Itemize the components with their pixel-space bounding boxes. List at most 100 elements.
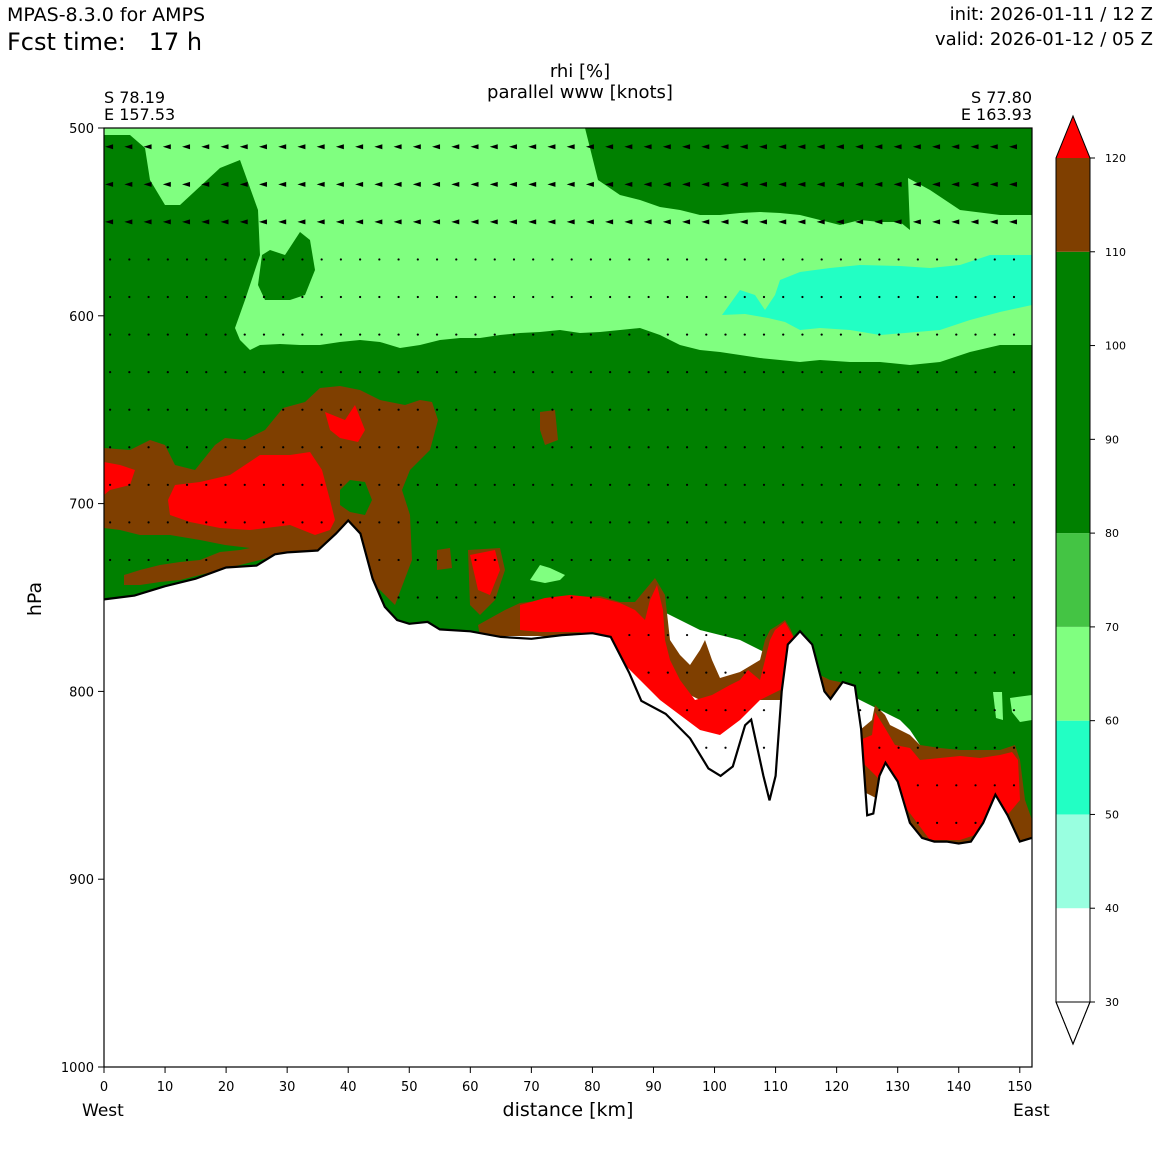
colorbar-bin	[1056, 251, 1090, 534]
wind-arrow	[993, 709, 996, 712]
wind-arrow	[532, 558, 535, 562]
wind-arrow	[758, 219, 767, 225]
wind-arrow	[532, 521, 535, 524]
wind-arrow	[412, 144, 421, 150]
wind-arrow	[762, 446, 766, 449]
wind-arrow	[724, 746, 727, 749]
wind-arrow	[589, 521, 592, 524]
wind-arrow	[1008, 219, 1017, 225]
wind-arrow	[662, 144, 671, 150]
wind-arrow	[166, 408, 169, 411]
wind-arrow	[743, 558, 746, 562]
wind-arrow	[532, 596, 535, 599]
wind-arrow	[1012, 709, 1016, 712]
wind-arrow	[893, 144, 902, 150]
wind-arrow	[589, 596, 592, 599]
wind-arrow	[128, 333, 131, 336]
wind-arrow	[455, 295, 458, 299]
wind-arrow	[820, 521, 823, 524]
wind-arrow	[701, 219, 710, 225]
wind-arrow	[647, 333, 650, 336]
wind-arrow	[974, 521, 977, 524]
wind-arrow	[109, 408, 112, 411]
wind-arrow	[647, 558, 650, 562]
wind-arrow	[1012, 671, 1016, 674]
wind-arrow	[316, 181, 325, 187]
wind-arrow	[551, 521, 554, 524]
wind-arrow	[589, 558, 592, 562]
wind-arrow	[166, 333, 169, 336]
wind-arrow	[762, 633, 766, 637]
wind-arrow	[935, 521, 939, 524]
wind-arrow	[532, 408, 535, 411]
wind-arrow	[989, 181, 998, 187]
wind-arrow	[182, 219, 191, 225]
wind-arrow	[782, 558, 785, 562]
wind-arrow	[916, 446, 919, 449]
wind-arrow	[547, 144, 556, 150]
wind-arrow	[105, 181, 114, 187]
wind-arrow	[397, 333, 400, 336]
x-tick-label: 20	[218, 1080, 235, 1095]
wind-arrow	[724, 709, 727, 712]
wind-arrow	[258, 219, 267, 225]
wind-arrow	[316, 144, 325, 150]
wind-arrow	[724, 633, 727, 637]
wind-arrow	[820, 483, 823, 486]
wind-arrow	[974, 784, 977, 787]
wind-arrow	[282, 408, 285, 411]
wind-arrow	[743, 333, 746, 336]
wind-arrow	[220, 181, 229, 187]
wind-arrow	[301, 408, 304, 411]
rhi-60-70-blob-b	[993, 692, 1003, 720]
wind-arrow	[989, 219, 998, 225]
x-tick-label: 50	[401, 1080, 418, 1095]
wind-arrow	[820, 446, 823, 449]
wind-arrow	[762, 709, 766, 712]
wind-arrow	[859, 596, 862, 599]
wind-arrow	[262, 333, 266, 336]
wind-arrow	[705, 333, 708, 336]
wind-arrow	[801, 408, 804, 411]
wind-arrow	[320, 295, 323, 299]
y-tick-label: 700	[69, 498, 94, 513]
wind-arrow	[951, 219, 960, 225]
wind-arrow	[762, 295, 766, 299]
wind-arrow	[416, 408, 419, 411]
wind-arrow	[628, 596, 631, 599]
wind-arrow	[878, 333, 881, 336]
wind-arrow	[455, 596, 458, 599]
wind-arrow	[205, 295, 208, 299]
wind-arrow	[551, 333, 554, 336]
wind-arrow	[932, 219, 941, 225]
colorbar-bin	[1056, 533, 1090, 627]
wind-arrow	[666, 258, 669, 261]
wind-arrow	[339, 483, 342, 486]
wind-arrow	[762, 596, 766, 599]
wind-arrow	[955, 521, 958, 524]
rhi-80-110-left-pocket	[258, 232, 315, 300]
wind-arrow	[839, 671, 843, 674]
wind-arrow	[374, 219, 383, 225]
wind-arrow	[647, 408, 650, 411]
wind-arrow	[378, 258, 381, 261]
wind-arrow	[628, 408, 631, 411]
wind-arrow	[993, 408, 996, 411]
x-tick-label: 80	[584, 1080, 601, 1095]
right-longitude: E 163.93	[960, 105, 1032, 124]
wind-arrow	[955, 333, 958, 336]
wind-arrow	[570, 408, 573, 411]
wind-arrow	[128, 408, 131, 411]
wind-arrow	[762, 371, 766, 374]
wind-arrow	[662, 181, 671, 187]
wind-arrow	[566, 219, 575, 225]
wind-arrow	[609, 446, 612, 449]
wind-arrow	[878, 558, 881, 562]
colorbar-bin	[1056, 720, 1090, 815]
colorbar-tick-label: 40	[1105, 902, 1119, 915]
colorbar-bin	[1056, 908, 1090, 1002]
wind-arrow	[743, 295, 746, 299]
wind-arrow	[912, 219, 921, 225]
wind-arrow	[147, 295, 150, 299]
